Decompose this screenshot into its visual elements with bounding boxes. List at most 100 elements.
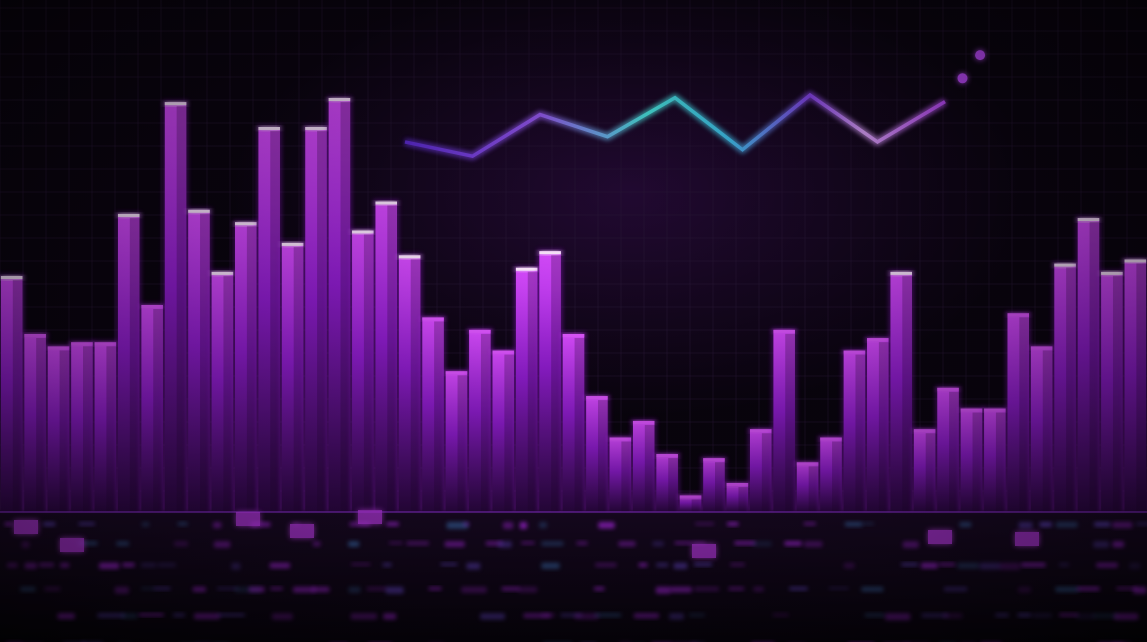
bar-cap	[632, 420, 655, 424]
bar-shade	[1019, 317, 1030, 512]
reflection-dot	[789, 586, 808, 591]
bar-cap	[749, 429, 772, 433]
bar-shade	[434, 321, 444, 512]
reflection-dot	[193, 613, 221, 620]
bar-cap	[71, 342, 93, 346]
reflection-dot	[694, 522, 715, 526]
reflection-dot	[541, 613, 556, 618]
reflection-dot	[752, 541, 772, 547]
reflection-dot	[673, 562, 688, 570]
reflection-dot	[99, 562, 120, 569]
bar-shade	[691, 499, 702, 512]
reflection-dot	[999, 562, 1021, 570]
reflection-dot	[541, 562, 560, 569]
trend-dot	[957, 73, 968, 84]
reflection-dot	[192, 586, 206, 592]
bar-cap	[726, 483, 749, 487]
reflection-dot	[463, 522, 470, 527]
reflection-dot	[1032, 613, 1052, 618]
bar-cap	[586, 396, 608, 400]
reflection-dot	[348, 586, 361, 593]
bar-cap	[867, 338, 889, 342]
bar-shade	[363, 234, 374, 513]
bar-shade	[480, 333, 491, 512]
bar-cap	[375, 201, 398, 205]
bar-cap	[1077, 218, 1100, 222]
reflection-dot	[652, 541, 664, 547]
bar-cap	[562, 333, 585, 337]
reflection-dot	[669, 613, 684, 620]
reflection-dot	[1076, 586, 1100, 591]
reflection-dot	[480, 613, 505, 620]
reflection-block	[928, 530, 952, 544]
bar-cap	[281, 242, 304, 246]
reflection-dot	[1094, 522, 1111, 527]
reflection-dot	[114, 586, 129, 594]
reflection-block	[290, 524, 314, 538]
bar-cap	[937, 387, 959, 391]
reflection-dot	[688, 613, 706, 617]
bar-cap	[188, 209, 210, 213]
bar-cap	[515, 267, 538, 271]
reflection-dot	[576, 541, 588, 546]
bar-shade	[621, 441, 632, 512]
reflection-dot	[498, 541, 512, 548]
trend-dot	[975, 50, 986, 61]
reflection-dot	[885, 613, 911, 621]
reflection-dot	[21, 541, 30, 549]
bar-shade	[12, 280, 23, 512]
bar-cap	[445, 371, 468, 375]
reflection-dot	[753, 586, 764, 592]
reflection-dot	[140, 586, 155, 591]
bar-shade	[1066, 267, 1076, 512]
bar-cap	[422, 317, 444, 321]
reflection-dot	[803, 522, 817, 526]
reflection-dot	[383, 613, 397, 620]
reflection-dot	[784, 541, 802, 546]
bar-cap	[352, 230, 374, 234]
reflection-dot	[366, 586, 388, 591]
reflection-dot	[979, 562, 1001, 570]
reflection-dot	[594, 613, 622, 617]
reflection-dot	[382, 562, 392, 567]
reflection-dot	[428, 586, 442, 591]
bar-cap	[609, 437, 632, 441]
bar-cap	[211, 271, 234, 275]
reflection-dot	[271, 613, 293, 620]
reflection-dot	[541, 541, 564, 546]
bar-shade	[761, 433, 772, 512]
reflection-dot	[385, 586, 404, 594]
bar-shade	[527, 271, 538, 512]
reflection-dot	[598, 522, 615, 529]
bar-shade	[668, 458, 678, 512]
bar-cap	[235, 222, 257, 226]
reflection-dot	[902, 541, 919, 548]
reflection-dot	[78, 522, 96, 526]
reflection-dot	[1132, 586, 1147, 594]
bar-cap	[539, 251, 561, 255]
reflection-dot	[38, 562, 55, 567]
bar-shade	[293, 246, 304, 512]
bar-shade	[644, 424, 655, 512]
reflection-dot	[959, 522, 972, 528]
reflection-dot	[726, 522, 739, 526]
bar-shade	[738, 487, 749, 512]
reflection-dot	[57, 613, 75, 619]
reflection-dot	[348, 541, 360, 547]
bar-shade	[902, 275, 912, 512]
bar-cap	[47, 346, 70, 350]
reflection-dot	[24, 562, 37, 569]
reflection-dot	[213, 541, 231, 548]
reflection-dot	[942, 613, 963, 619]
bar-cap	[117, 213, 140, 217]
reflection-dot	[943, 586, 968, 592]
reflection-dot	[995, 613, 1009, 618]
reflection-dot	[593, 586, 605, 591]
reflection-dot	[248, 586, 265, 593]
reflection-dot	[116, 541, 130, 546]
reflection-dot	[1055, 586, 1079, 593]
reflection-block	[1015, 532, 1039, 546]
floor	[0, 512, 1147, 642]
